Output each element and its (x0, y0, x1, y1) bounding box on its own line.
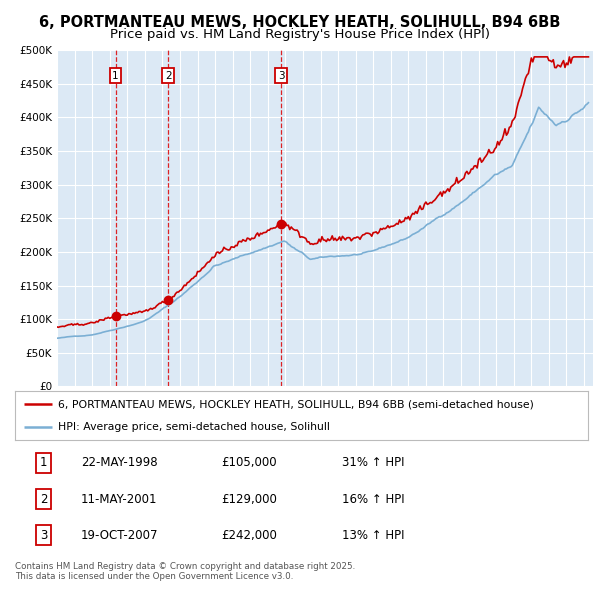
Text: Price paid vs. HM Land Registry's House Price Index (HPI): Price paid vs. HM Land Registry's House … (110, 28, 490, 41)
Text: 31% ↑ HPI: 31% ↑ HPI (341, 457, 404, 470)
Text: £242,000: £242,000 (221, 529, 277, 542)
Text: 16% ↑ HPI: 16% ↑ HPI (341, 493, 404, 506)
Text: 2: 2 (165, 71, 172, 81)
Text: 6, PORTMANTEAU MEWS, HOCKLEY HEATH, SOLIHULL, B94 6BB: 6, PORTMANTEAU MEWS, HOCKLEY HEATH, SOLI… (40, 15, 560, 30)
Text: 1: 1 (40, 457, 47, 470)
Text: 3: 3 (278, 71, 284, 81)
Text: Contains HM Land Registry data © Crown copyright and database right 2025.
This d: Contains HM Land Registry data © Crown c… (15, 562, 355, 581)
Text: 19-OCT-2007: 19-OCT-2007 (81, 529, 158, 542)
Text: £105,000: £105,000 (221, 457, 277, 470)
Text: £129,000: £129,000 (221, 493, 277, 506)
Text: 11-MAY-2001: 11-MAY-2001 (81, 493, 157, 506)
Text: 3: 3 (40, 529, 47, 542)
Text: 6, PORTMANTEAU MEWS, HOCKLEY HEATH, SOLIHULL, B94 6BB (semi-detached house): 6, PORTMANTEAU MEWS, HOCKLEY HEATH, SOLI… (58, 399, 534, 409)
Text: 2: 2 (40, 493, 47, 506)
Text: 1: 1 (112, 71, 119, 81)
Text: HPI: Average price, semi-detached house, Solihull: HPI: Average price, semi-detached house,… (58, 422, 330, 432)
Text: 13% ↑ HPI: 13% ↑ HPI (341, 529, 404, 542)
Text: 22-MAY-1998: 22-MAY-1998 (81, 457, 158, 470)
